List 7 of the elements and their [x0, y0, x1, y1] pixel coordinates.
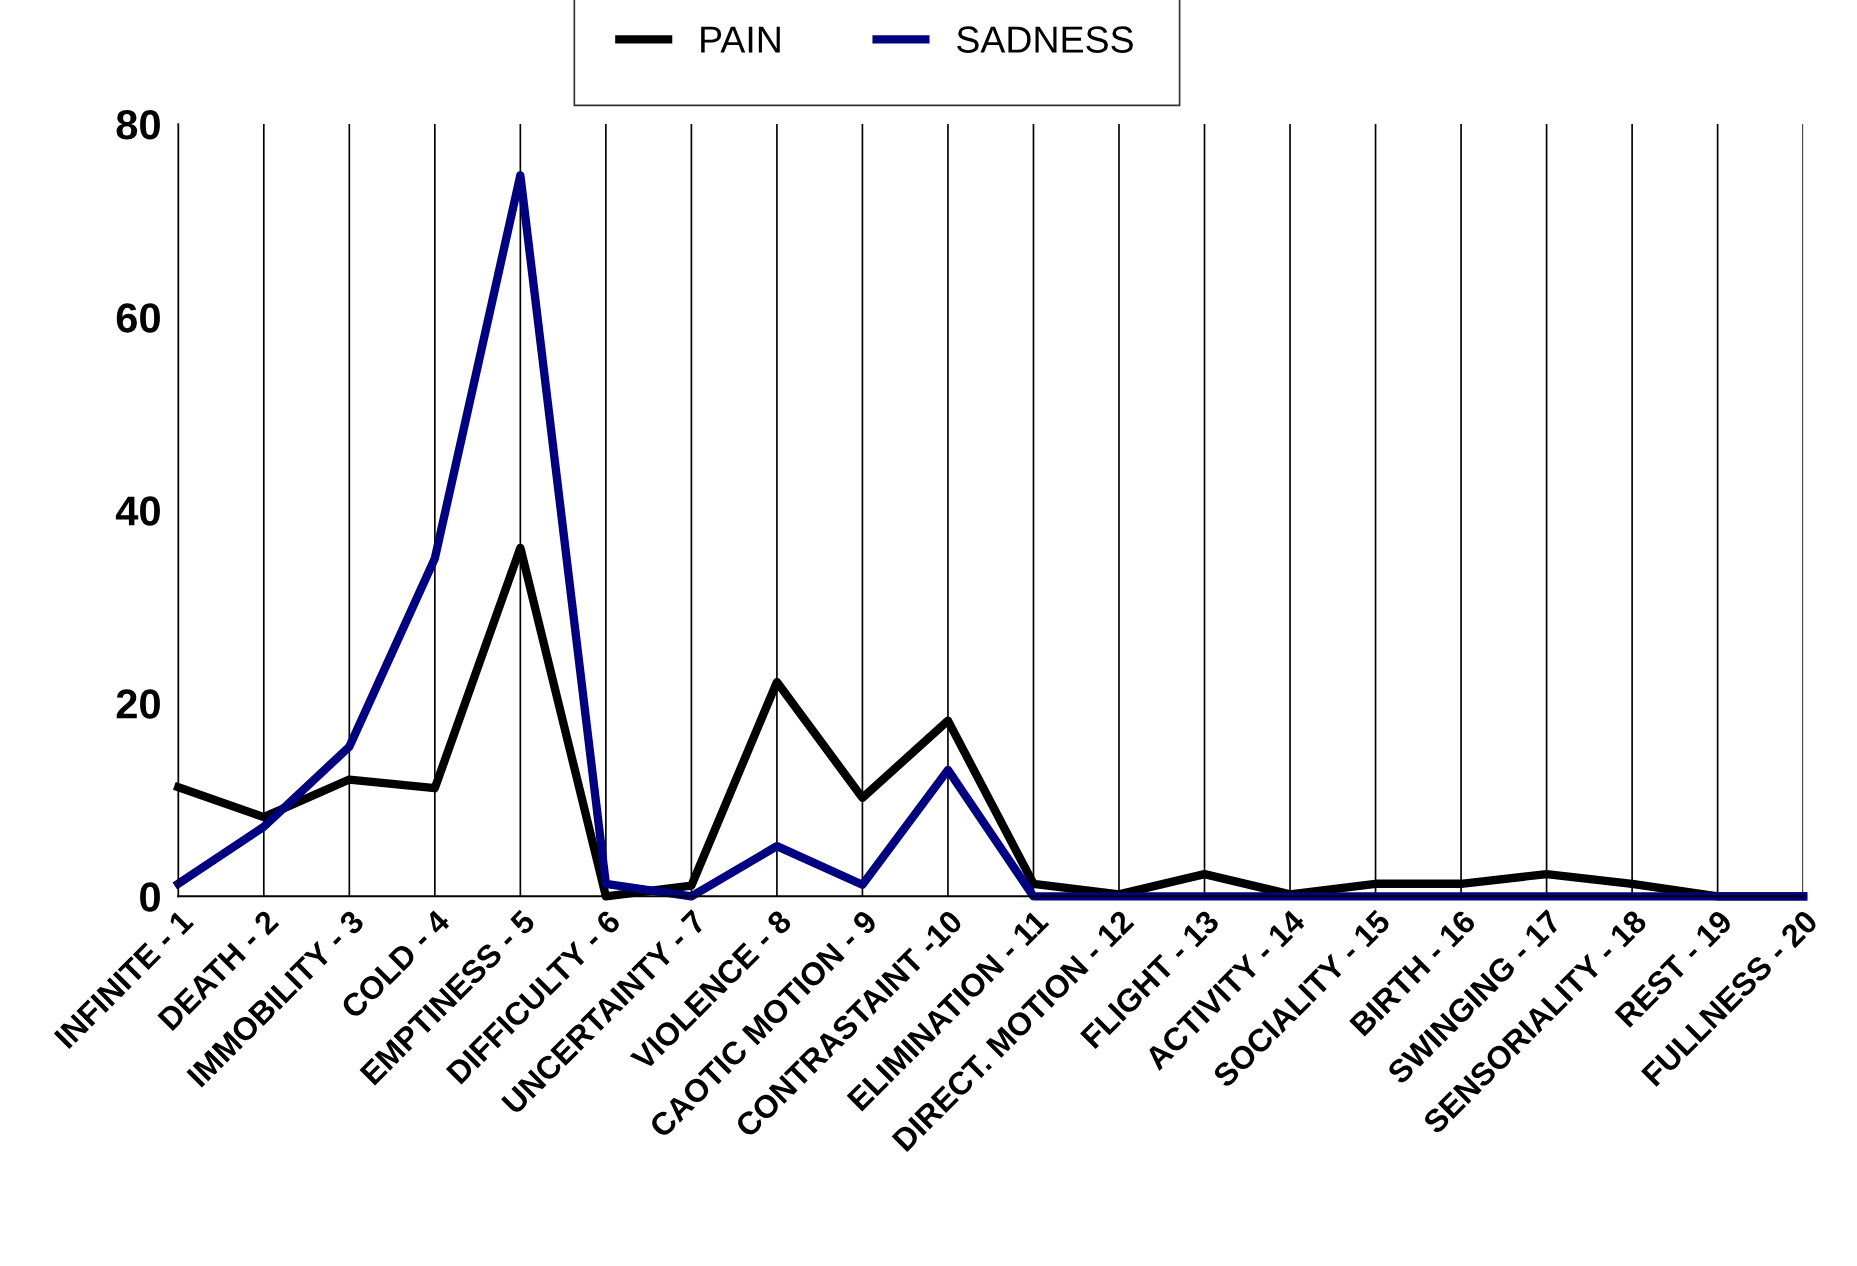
y-tick-label: 0: [140, 882, 160, 912]
legend-label: PAIN: [701, 26, 780, 53]
y-tick-label: 60: [116, 303, 160, 333]
y-tick-label: 40: [115, 496, 160, 526]
y-tick-label: 20: [116, 689, 160, 719]
y-tick-label: 80: [116, 110, 160, 140]
legend-label: SADNESS: [957, 26, 1133, 53]
